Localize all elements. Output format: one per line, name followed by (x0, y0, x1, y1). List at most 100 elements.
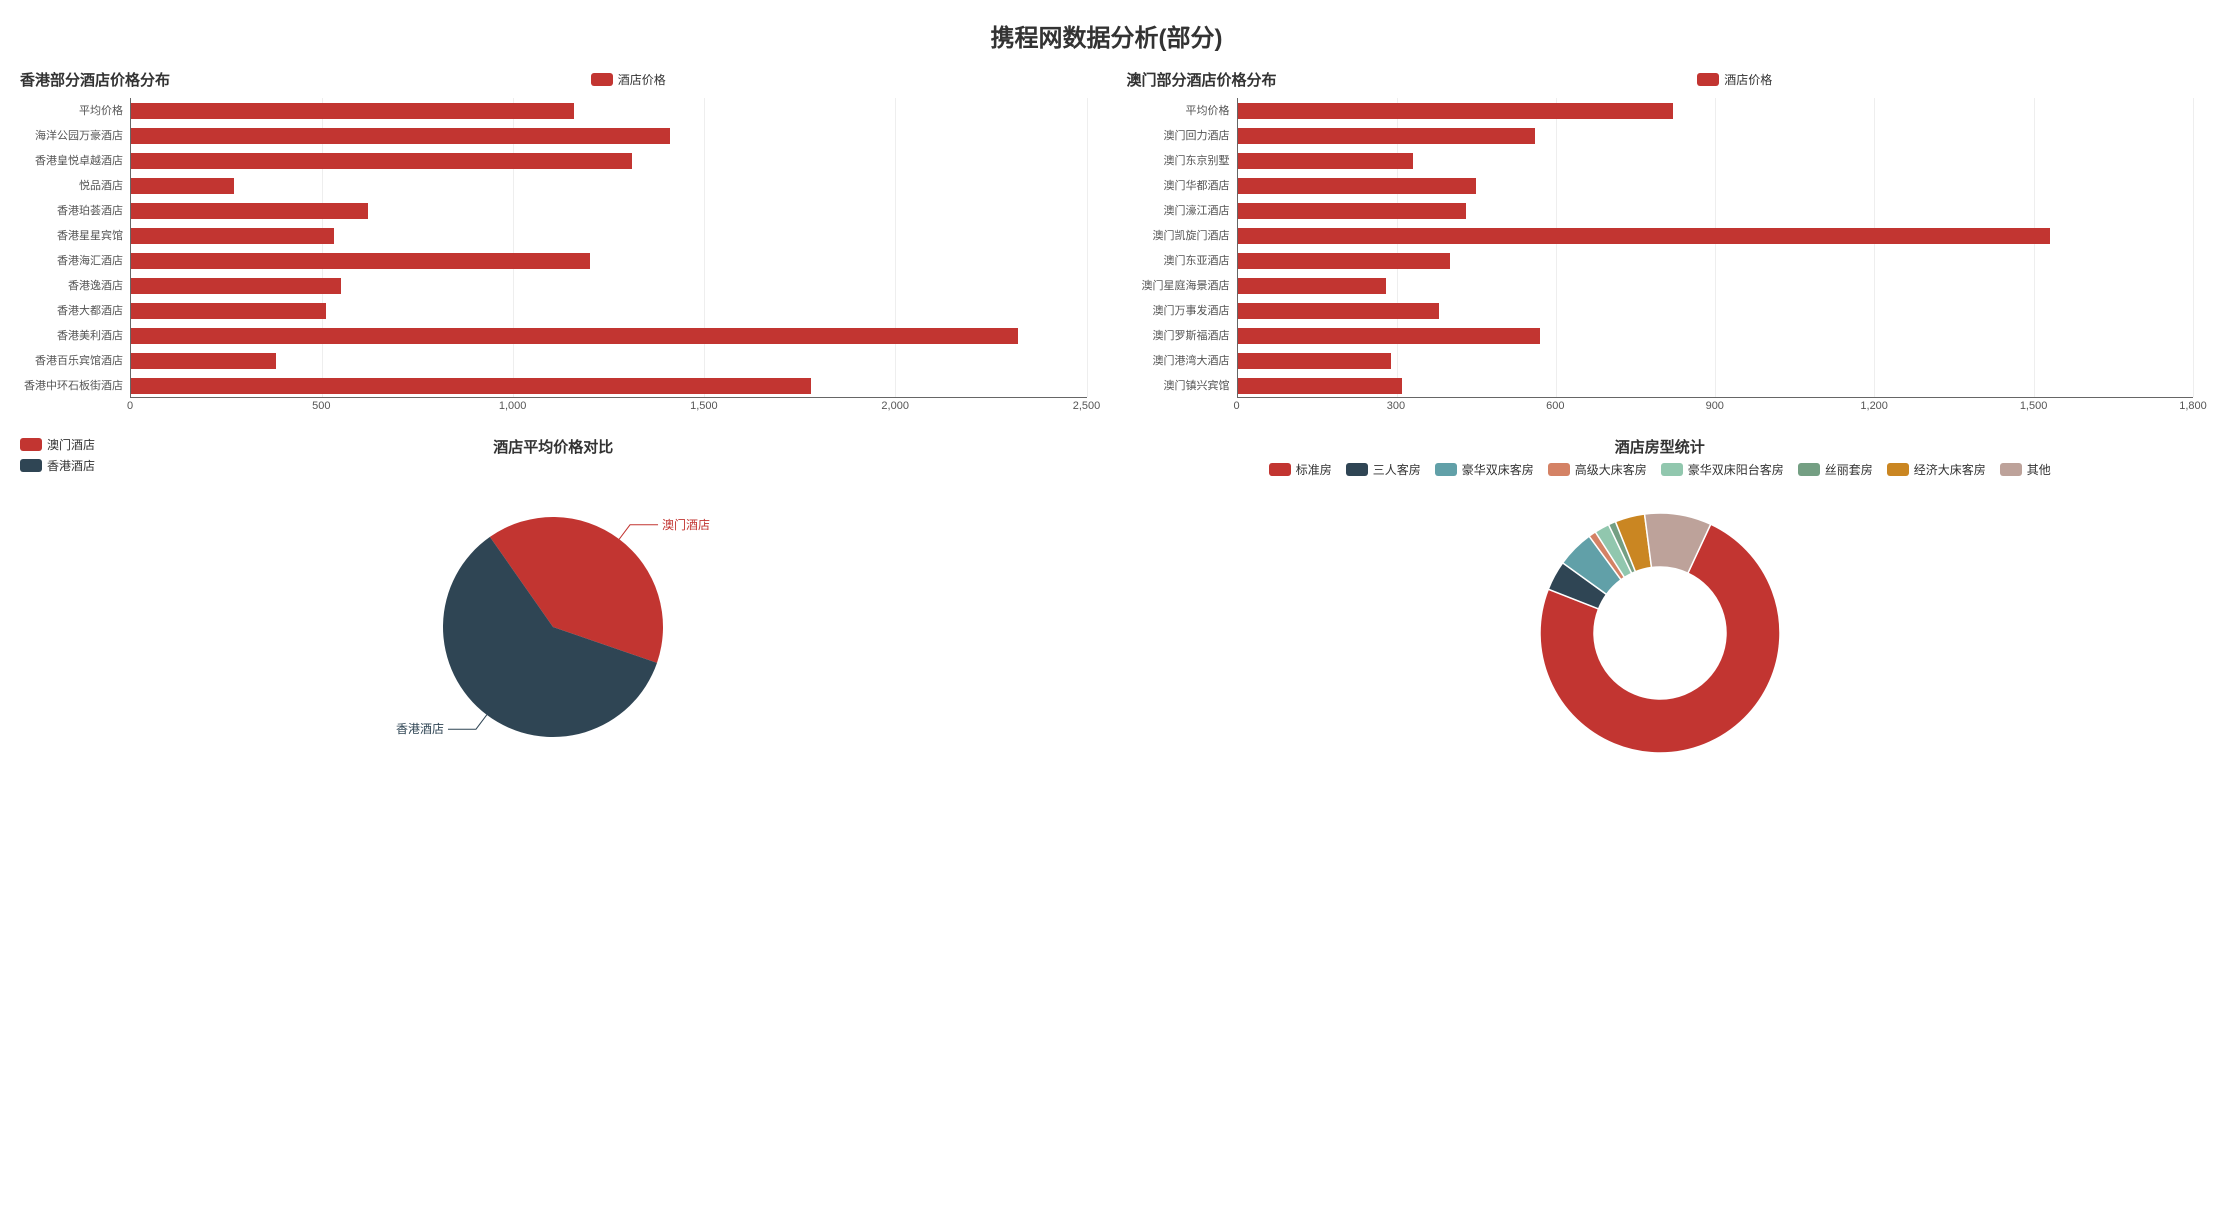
pie-leader-line (619, 525, 658, 539)
donut-legend-item[interactable]: 其他 (2000, 461, 2051, 478)
bar[interactable] (1238, 103, 1673, 119)
bar[interactable] (131, 128, 670, 144)
bar[interactable] (1238, 203, 1466, 219)
donut-legend-label: 经济大床客房 (1914, 461, 1986, 478)
donut-legend-label: 豪华双床阳台客房 (1688, 461, 1784, 478)
bar[interactable] (1238, 328, 1541, 344)
hk-legend-item[interactable]: 酒店价格 (591, 71, 666, 88)
bar-row: 香港珀荟酒店 (131, 202, 1087, 220)
donut-legend-item[interactable]: 三人客房 (1346, 461, 1421, 478)
bar-category-label: 悦品酒店 (13, 177, 123, 195)
pie-legend-item[interactable]: 香港酒店 (20, 457, 95, 474)
bar[interactable] (131, 328, 1018, 344)
x-tick-label: 0 (127, 400, 133, 412)
x-tick-label: 300 (1387, 400, 1405, 412)
legend-swatch (1346, 463, 1368, 476)
bar[interactable] (131, 378, 811, 394)
bar-row: 香港星星宾馆 (131, 227, 1087, 245)
bar-row: 澳门万事发酒店 (1238, 302, 2194, 320)
legend-swatch (1269, 463, 1291, 476)
pie-leader-line (448, 715, 487, 729)
bar[interactable] (1238, 303, 1440, 319)
bar-category-label: 香港百乐宾馆酒店 (13, 352, 123, 370)
hk-chart-title: 香港部分酒店价格分布 (20, 69, 170, 90)
legend-swatch (1661, 463, 1683, 476)
bar-row: 澳门星庭海景酒店 (1238, 277, 2194, 295)
pie-legend-item[interactable]: 澳门酒店 (20, 436, 95, 453)
bar-row: 香港中环石板街酒店 (131, 377, 1087, 395)
x-tick-label: 1,500 (2020, 400, 2048, 412)
legend-swatch (591, 73, 613, 86)
legend-swatch (1887, 463, 1909, 476)
x-tick-label: 1,800 (2179, 400, 2207, 412)
donut-legend-item[interactable]: 经济大床客房 (1887, 461, 1986, 478)
x-tick-label: 2,000 (881, 400, 909, 412)
legend-swatch (2000, 463, 2022, 476)
x-tick-label: 900 (1706, 400, 1724, 412)
room-type-donut-chart (1500, 498, 1820, 768)
bar-row: 悦品酒店 (131, 177, 1087, 195)
bar-row: 香港百乐宾馆酒店 (131, 352, 1087, 370)
bar-category-label: 澳门罗斯福酒店 (1120, 327, 1230, 345)
donut-legend-label: 其他 (2027, 461, 2051, 478)
bar-category-label: 海洋公园万豪酒店 (13, 127, 123, 145)
bar-row: 平均价格 (131, 102, 1087, 120)
avg-pie-title: 酒店平均价格对比 (20, 436, 1087, 457)
bar-category-label: 澳门濠江酒店 (1120, 202, 1230, 220)
pie-legend-label: 澳门酒店 (47, 436, 95, 453)
donut-legend-item[interactable]: 豪华双床客房 (1435, 461, 1534, 478)
x-tick-label: 0 (1233, 400, 1239, 412)
bar[interactable] (1238, 253, 1450, 269)
bar-row: 平均价格 (1238, 102, 2194, 120)
donut-legend-label: 标准房 (1296, 461, 1332, 478)
bar[interactable] (1238, 153, 1413, 169)
x-tick-label: 1,200 (1860, 400, 1888, 412)
bar[interactable] (1238, 278, 1387, 294)
bar-category-label: 香港皇悦卓越酒店 (13, 152, 123, 170)
bar-category-label: 澳门华都酒店 (1120, 177, 1230, 195)
gridline (2193, 98, 2194, 397)
bar-row: 澳门凯旋门酒店 (1238, 227, 2194, 245)
bar[interactable] (1238, 228, 2050, 244)
bar[interactable] (131, 353, 276, 369)
x-tick-label: 500 (312, 400, 330, 412)
bar-row: 澳门罗斯福酒店 (1238, 327, 2194, 345)
donut-legend-item[interactable]: 标准房 (1269, 461, 1332, 478)
bar[interactable] (1238, 128, 1535, 144)
x-tick-label: 1,000 (499, 400, 527, 412)
donut-legend-item[interactable]: 豪华双床阳台客房 (1661, 461, 1784, 478)
bar-row: 香港皇悦卓越酒店 (131, 152, 1087, 170)
bar[interactable] (1238, 378, 1403, 394)
hk-legend-label: 酒店价格 (618, 71, 666, 88)
donut-legend-item[interactable]: 高级大床客房 (1548, 461, 1647, 478)
bar-category-label: 香港星星宾馆 (13, 227, 123, 245)
bar-row: 海洋公园万豪酒店 (131, 127, 1087, 145)
bar[interactable] (131, 203, 368, 219)
bar-row: 澳门东亚酒店 (1238, 252, 2194, 270)
bar[interactable] (131, 103, 574, 119)
x-tick-label: 600 (1546, 400, 1564, 412)
page-title: 携程网数据分析(部分) (20, 18, 2193, 53)
bar[interactable] (1238, 353, 1392, 369)
gridline (1087, 98, 1088, 397)
donut-legend-label: 豪华双床客房 (1462, 461, 1534, 478)
macau-legend-item[interactable]: 酒店价格 (1697, 71, 1772, 88)
hk-price-panel: 香港部分酒店价格分布 酒店价格 平均价格海洋公园万豪酒店香港皇悦卓越酒店悦品酒店… (20, 69, 1087, 416)
bar[interactable] (131, 153, 632, 169)
bar-category-label: 澳门东京别墅 (1120, 152, 1230, 170)
bar-row: 澳门镇兴宾馆 (1238, 377, 2194, 395)
avg-price-pie-chart: 澳门酒店香港酒店 (323, 477, 783, 757)
donut-legend-item[interactable]: 丝丽套房 (1798, 461, 1873, 478)
bar-row: 澳门濠江酒店 (1238, 202, 2194, 220)
bar[interactable] (1238, 178, 1477, 194)
bar[interactable] (131, 178, 234, 194)
bar[interactable] (131, 228, 334, 244)
bar[interactable] (131, 253, 590, 269)
bar-row: 香港海汇酒店 (131, 252, 1087, 270)
bar[interactable] (131, 278, 341, 294)
bar[interactable] (131, 303, 326, 319)
legend-swatch (20, 459, 42, 472)
legend-swatch (1435, 463, 1457, 476)
bar-category-label: 澳门回力酒店 (1120, 127, 1230, 145)
bar-category-label: 澳门港湾大酒店 (1120, 352, 1230, 370)
